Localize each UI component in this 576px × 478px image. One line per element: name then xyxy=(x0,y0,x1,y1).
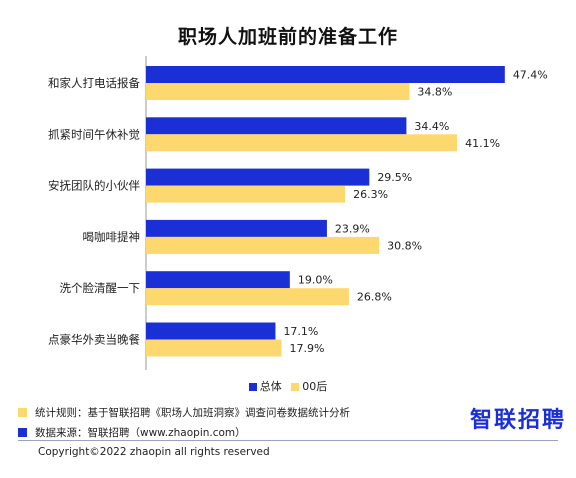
stats-rule-note: 统计规则：基于智联招聘《职场人加班洞察》调查问卷数据统计分析 xyxy=(18,402,350,422)
chart-legend: 总体 00后 xyxy=(0,378,576,394)
bar-00 xyxy=(146,288,349,306)
bar-total xyxy=(146,117,407,135)
data-label: 17.9% xyxy=(290,342,325,355)
legend-swatch-00 xyxy=(291,383,300,391)
bar-total xyxy=(146,219,327,237)
data-label: 26.8% xyxy=(357,291,392,304)
bar-total xyxy=(146,168,370,186)
category-label: 安抚团队的小伙伴 xyxy=(48,179,140,193)
data-label: 17.1% xyxy=(283,325,318,338)
data-label: 19.0% xyxy=(298,274,333,287)
stats-rule-text: 统计规则：基于智联招聘《职场人加班洞察》调查问卷数据统计分析 xyxy=(35,406,350,419)
category-label: 和家人打电话报备 xyxy=(48,76,140,90)
legend-label-00: 00后 xyxy=(302,380,328,393)
bar-00 xyxy=(146,185,346,203)
category-label: 点豪华外卖当晚餐 xyxy=(48,333,140,347)
bar-total xyxy=(146,66,505,83)
chart-title: 职场人加班前的准备工作 xyxy=(177,26,398,48)
legend-item-total: 总体 xyxy=(248,378,282,394)
data-label: 29.5% xyxy=(377,171,412,184)
data-label: 23.9% xyxy=(335,222,370,235)
bar-00 xyxy=(146,83,410,100)
category-label: 洗个脸清醒一下 xyxy=(60,281,141,295)
data-label: 34.4% xyxy=(414,120,449,133)
bar-00 xyxy=(146,134,458,152)
data-source-text: 数据来源：智联招聘（www.zhaopin.com） xyxy=(35,426,246,439)
bar-00 xyxy=(146,236,380,254)
divider xyxy=(18,440,558,441)
legend-swatch-total xyxy=(248,383,257,391)
data-label: 30.8% xyxy=(387,239,422,252)
zhaopin-logo: 智联招聘 xyxy=(469,408,566,433)
category-label: 抓紧时间午休补觉 xyxy=(48,127,140,141)
data-label: 41.1% xyxy=(465,137,500,150)
bar-total xyxy=(146,271,290,289)
data-label: 26.3% xyxy=(353,188,388,201)
data-label: 47.4% xyxy=(513,69,548,82)
legend-label-total: 总体 xyxy=(259,380,282,393)
data-source-note: 数据来源：智联招聘（www.zhaopin.com） xyxy=(18,422,350,442)
category-label: 喝咖啡提神 xyxy=(83,230,141,244)
bar-total xyxy=(146,322,276,340)
bar-00 xyxy=(146,339,282,357)
legend-item-00: 00后 xyxy=(291,378,327,394)
bar-chart: 和家人打电话报备 47.4% 34.8% 抓紧时间午休补觉 34.4% 41.1% 安抚团队… xyxy=(48,56,548,370)
copyright: Copyright©2022 zhaopin all rights reserv… xyxy=(38,446,270,458)
note-bullet-yellow xyxy=(18,407,27,417)
note-bullet-blue xyxy=(18,427,27,437)
notes: 统计规则：基于智联招聘《职场人加班洞察》调查问卷数据统计分析 数据来源：智联招聘… xyxy=(18,402,350,442)
data-label: 34.8% xyxy=(417,86,452,99)
